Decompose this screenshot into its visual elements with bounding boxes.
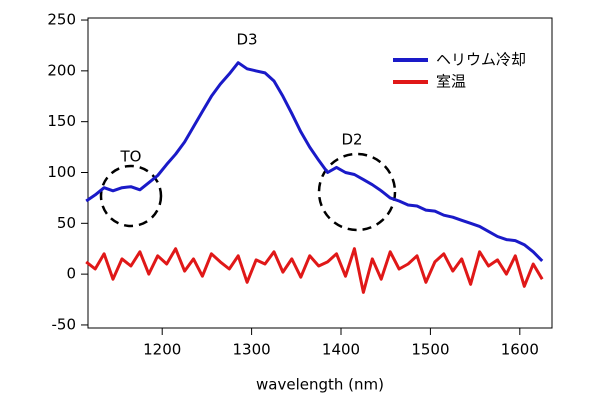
x-tick-label: 1300: [233, 341, 271, 359]
annotation: TO: [120, 148, 142, 166]
annotation: D2: [341, 131, 362, 149]
legend-label: 室温: [436, 73, 466, 91]
series-line: [85, 61, 544, 262]
x-axis-label: wavelength (nm): [256, 376, 384, 394]
y-tick-label: 100: [47, 163, 76, 181]
x-tick-label: 1200: [143, 341, 181, 359]
x-tick-label: 1400: [322, 341, 360, 359]
y-tick-label: -50: [52, 315, 77, 333]
series-line: [85, 247, 544, 294]
legend-label: ヘリウム冷却: [436, 51, 526, 69]
annotation: D3: [236, 31, 257, 49]
to-circle: [99, 164, 163, 228]
plot-frame: [87, 17, 553, 329]
x-tick-label: 1500: [411, 341, 449, 359]
d2-circle: [317, 152, 397, 232]
x-tick-label: 1600: [501, 341, 539, 359]
y-tick-label: 50: [57, 214, 76, 232]
y-tick-label: 200: [47, 61, 76, 79]
y-tick-label: 0: [66, 265, 76, 283]
y-tick-label: 150: [47, 112, 76, 130]
y-tick-label: 250: [47, 11, 76, 29]
